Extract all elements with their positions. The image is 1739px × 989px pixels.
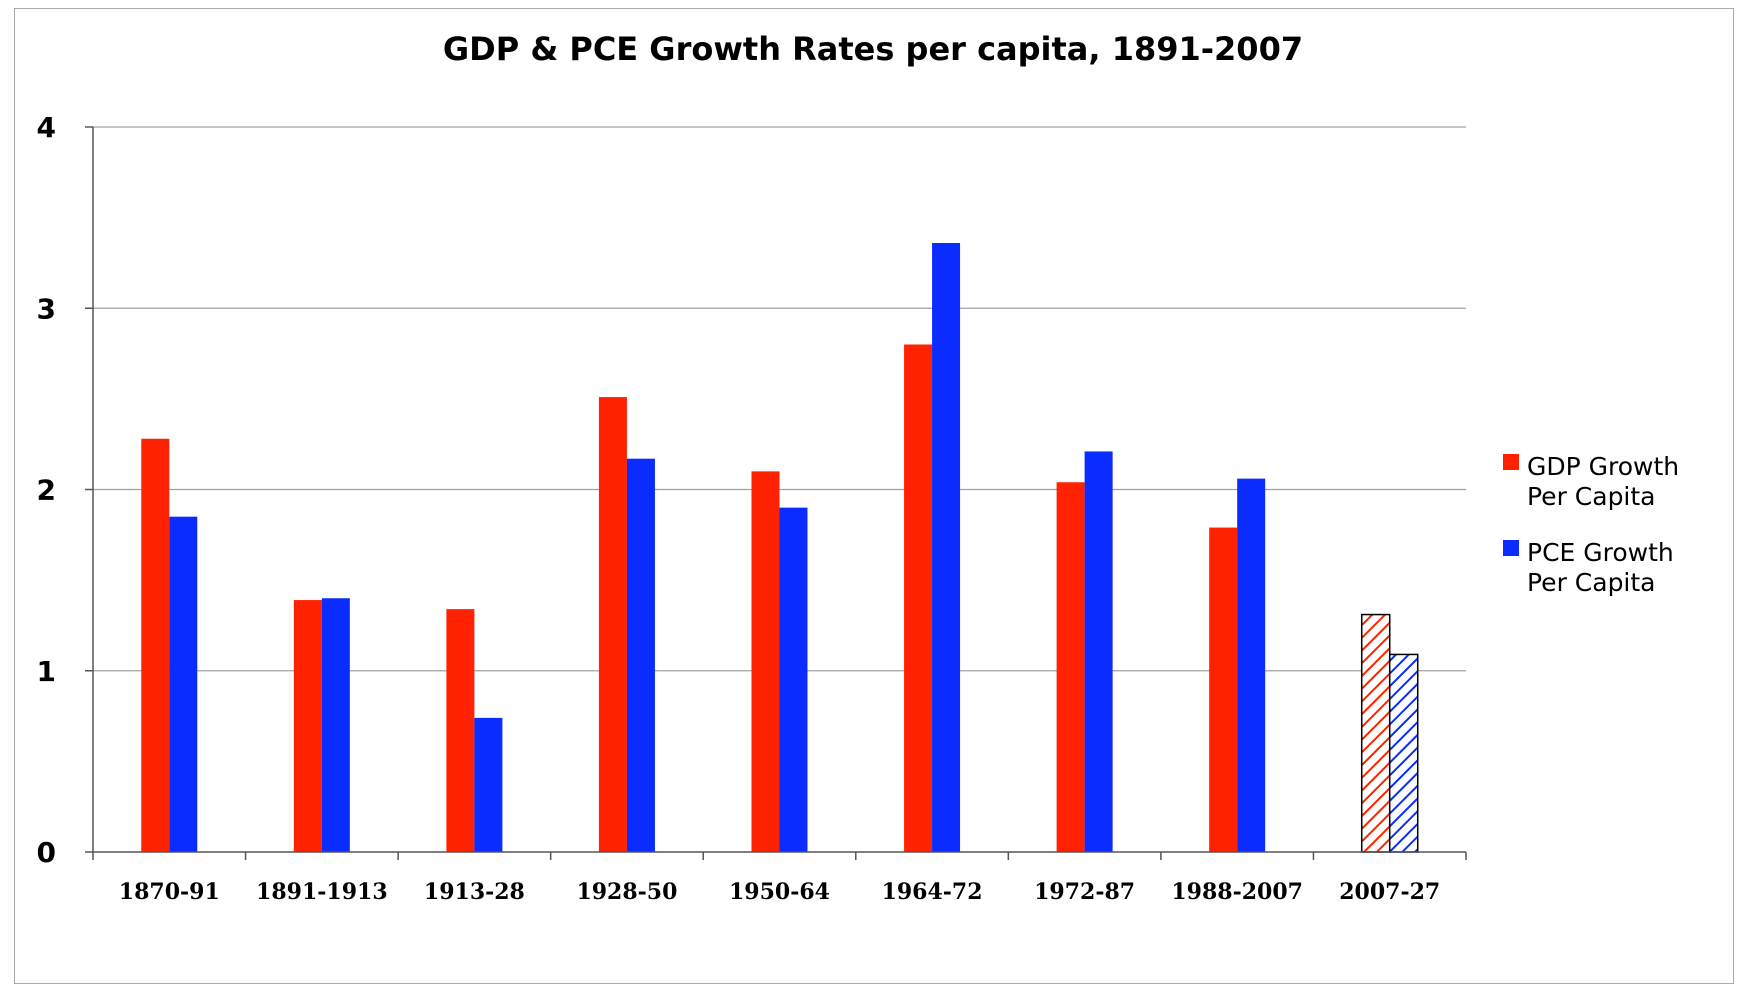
bar-gdp-1891-1913 xyxy=(293,600,322,852)
legend-swatch-pce xyxy=(1503,540,1519,556)
legend-swatch-gdp xyxy=(1503,454,1519,470)
bar-gdp-1988-2007 xyxy=(1209,527,1238,852)
y-axis-ticks: 0 1 2 3 4 xyxy=(37,111,93,869)
y-tick-label: 0 xyxy=(37,836,56,869)
bar-pce-1891-1913 xyxy=(321,598,350,852)
y-tick-label: 2 xyxy=(37,474,56,507)
bar-gdp-1928-50 xyxy=(598,397,627,852)
y-tick-label: 4 xyxy=(37,111,56,144)
legend-label-pce: PCE Growth xyxy=(1527,538,1674,567)
chart-title: GDP & PCE Growth Rates per capita, 1891-… xyxy=(443,30,1303,68)
bar-pce-1972-87 xyxy=(1084,451,1113,852)
bar-gdp-1964-72 xyxy=(904,344,933,852)
bar-pce-1950-64 xyxy=(779,507,808,852)
bar-gdp-1870-91 xyxy=(141,438,170,852)
bar-pce-2007-27 xyxy=(1388,653,1419,853)
bars xyxy=(141,243,1419,853)
legend-label-gdp: Per Capita xyxy=(1527,482,1656,511)
bar-gdp-2007-27 xyxy=(1360,613,1391,853)
x-tick-label: 1950-64 xyxy=(729,879,830,905)
x-tick-label: 2007-27 xyxy=(1339,879,1440,905)
x-axis-ticks: 1870-91 1891-1913 1913-28 1928-50 1950-64 196… xyxy=(92,852,1467,905)
x-tick-label: 1964-72 xyxy=(882,879,983,905)
bar-pce-1870-91 xyxy=(169,516,198,852)
x-tick-label: 1972-87 xyxy=(1034,879,1135,905)
bar-pce-1964-72 xyxy=(932,243,961,852)
bar-pce-1913-28 xyxy=(474,717,503,852)
bar-gdp-1913-28 xyxy=(446,609,475,852)
x-tick-label: 1870-91 xyxy=(119,879,220,905)
y-tick-label: 1 xyxy=(37,655,56,688)
axes xyxy=(92,127,1466,853)
bar-gdp-1972-87 xyxy=(1056,482,1085,852)
bar-pce-1988-2007 xyxy=(1237,478,1266,852)
bar-gdp-1950-64 xyxy=(751,471,780,852)
legend-label-gdp: GDP Growth xyxy=(1527,452,1679,481)
x-tick-label: 1928-50 xyxy=(576,879,677,905)
legend-label-pce: Per Capita xyxy=(1527,568,1656,597)
x-tick-label: 1988-2007 xyxy=(1171,879,1303,905)
y-tick-label: 3 xyxy=(37,292,56,325)
x-tick-label: 1913-28 xyxy=(424,879,525,905)
bar-pce-1928-50 xyxy=(626,458,655,852)
x-tick-label: 1891-1913 xyxy=(256,879,388,905)
